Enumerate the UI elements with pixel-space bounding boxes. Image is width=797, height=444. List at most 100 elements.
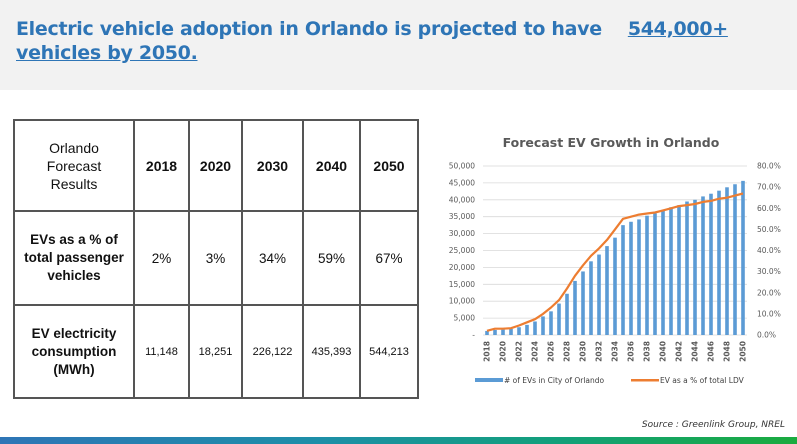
bar <box>573 280 577 335</box>
corner-line: Forecast <box>46 157 102 174</box>
x-axis-tick-label: 2024 <box>531 341 540 362</box>
row-label-line: vehicles <box>47 268 101 283</box>
header-banner: Electric vehicle adoption in Orlando is … <box>0 0 797 90</box>
bar <box>693 199 697 335</box>
table-cell: 11,148 <box>133 304 190 399</box>
x-axis-tick-label: 2022 <box>515 341 524 362</box>
x-axis-tick-label: 2028 <box>563 341 572 362</box>
table-cell: 67% <box>359 210 419 306</box>
left-axis-tick-label: 40,000 <box>449 195 475 204</box>
bar <box>533 321 537 335</box>
legend-swatch-bars <box>475 378 503 382</box>
x-axis-tick-label: 2036 <box>627 341 636 362</box>
x-axis-tick-label: 2038 <box>643 341 652 362</box>
bar <box>645 215 649 335</box>
row-label-line: consumption <box>31 343 117 359</box>
left-axis-tick-label: 45,000 <box>449 178 475 187</box>
bar <box>605 246 609 335</box>
bar <box>701 196 705 335</box>
bar <box>541 316 545 335</box>
x-axis-tick-label: 2026 <box>547 341 556 362</box>
headline: Electric vehicle adoption in Orlando is … <box>16 17 786 65</box>
table-corner-label: Orlando Forecast Results <box>13 119 135 212</box>
left-axis-tick-label: 20,000 <box>449 263 475 272</box>
bar <box>677 205 681 335</box>
table-row: EV electricity consumption (MWh) 11,148 … <box>13 304 419 399</box>
bar <box>589 261 593 335</box>
x-axis-tick-label: 2034 <box>611 341 620 362</box>
right-axis-tick-label: 50.0% <box>757 225 781 234</box>
bar <box>565 293 569 335</box>
table-cell: 226,122 <box>241 304 304 399</box>
left-axis-tick-label: 30,000 <box>449 229 475 238</box>
ev-growth-chart: Forecast EV Growth in Orlando - 5,000 10,0… <box>425 125 797 400</box>
x-axis-tick-label: 2048 <box>723 341 732 362</box>
left-axis-tick-label: 50,000 <box>449 162 475 171</box>
row-label-line: EVs as a % of <box>30 232 118 247</box>
bar <box>517 327 521 335</box>
bar <box>741 180 745 335</box>
bar <box>733 184 737 335</box>
right-axis-tick-label: 70.0% <box>757 183 781 192</box>
legend-label-bars: # of EVs in City of Orlando <box>504 376 605 385</box>
bar <box>581 271 585 335</box>
bar <box>637 219 641 335</box>
row-label-line: EV electricity <box>31 325 117 341</box>
bar <box>501 329 505 335</box>
left-axis-tick-label: 10,000 <box>449 297 475 306</box>
x-axis-tick-label: 2032 <box>595 341 604 362</box>
bar <box>597 254 601 335</box>
year-header: 2020 <box>188 119 243 212</box>
legend: # of EVs in City of Orlando EV as a % of… <box>475 376 745 385</box>
headline-highlight-number: 544,000+ <box>627 18 728 40</box>
bar <box>613 237 617 335</box>
bar <box>629 221 633 335</box>
bar <box>669 207 673 335</box>
year-header: 2050 <box>359 119 419 212</box>
right-axis-tick-label: 60.0% <box>757 204 781 213</box>
table-row: EVs as a % of total passenger vehicles 2… <box>13 210 419 306</box>
bar <box>661 210 665 335</box>
right-axis-tick-label: 20.0% <box>757 288 781 297</box>
right-axis-tick-label: 0.0% <box>757 331 776 340</box>
bar <box>485 330 489 335</box>
table-cell: 59% <box>302 210 361 306</box>
bar <box>509 328 513 335</box>
x-axis-tick-label: 2018 <box>483 341 492 362</box>
row-label: EVs as a % of total passenger vehicles <box>13 210 135 306</box>
row-label: EV electricity consumption (MWh) <box>13 304 135 399</box>
left-axis-tick-label: 5,000 <box>454 314 476 323</box>
line-path <box>486 192 744 332</box>
table-cell: 435,393 <box>302 304 361 399</box>
right-axis-tick-label: 10.0% <box>757 309 781 318</box>
bar <box>557 303 561 335</box>
bar <box>525 324 529 335</box>
bar <box>685 201 689 335</box>
corner-line: Results <box>50 175 98 192</box>
table-cell: 3% <box>188 210 243 306</box>
bar <box>653 213 657 335</box>
left-axis-tick-label: 15,000 <box>449 280 475 289</box>
chart-title: Forecast EV Growth in Orlando <box>503 135 720 150</box>
bar <box>725 187 729 335</box>
forecast-table: Orlando Forecast Results 2018 2020 2030 … <box>13 119 419 399</box>
right-axis-tick-label: 30.0% <box>757 267 781 276</box>
bar <box>717 190 721 335</box>
right-axis: 0.0% 10.0% 20.0% 30.0% 40.0% 50.0% 60.0% 70.0% 8… <box>757 162 781 340</box>
x-axis: 2018 2020 2022 2024 2026 2028 2030 2032 2034 2036… <box>483 341 748 362</box>
chart-svg: Forecast EV Growth in Orlando - 5,000 10,0… <box>449 135 781 385</box>
legend-swatch-line <box>631 379 659 382</box>
headline-text: Electric vehicle adoption in Orlando is … <box>16 18 602 40</box>
footer-gradient-bar <box>0 437 797 444</box>
headline-highlight-tail: vehicles by 2050. <box>16 42 198 64</box>
table-cell: 544,213 <box>359 304 419 399</box>
table-cell: 2% <box>133 210 190 306</box>
year-header: 2018 <box>133 119 190 212</box>
bar <box>621 225 625 335</box>
x-axis-tick-label: 2044 <box>691 341 700 362</box>
table-header-row: Orlando Forecast Results 2018 2020 2030 … <box>13 119 419 212</box>
left-axis-tick-label: - <box>472 331 475 340</box>
legend-label-line: EV as a % of total LDV <box>660 376 745 385</box>
right-axis-tick-label: 80.0% <box>757 162 781 171</box>
x-axis-tick-label: 2050 <box>739 341 748 362</box>
